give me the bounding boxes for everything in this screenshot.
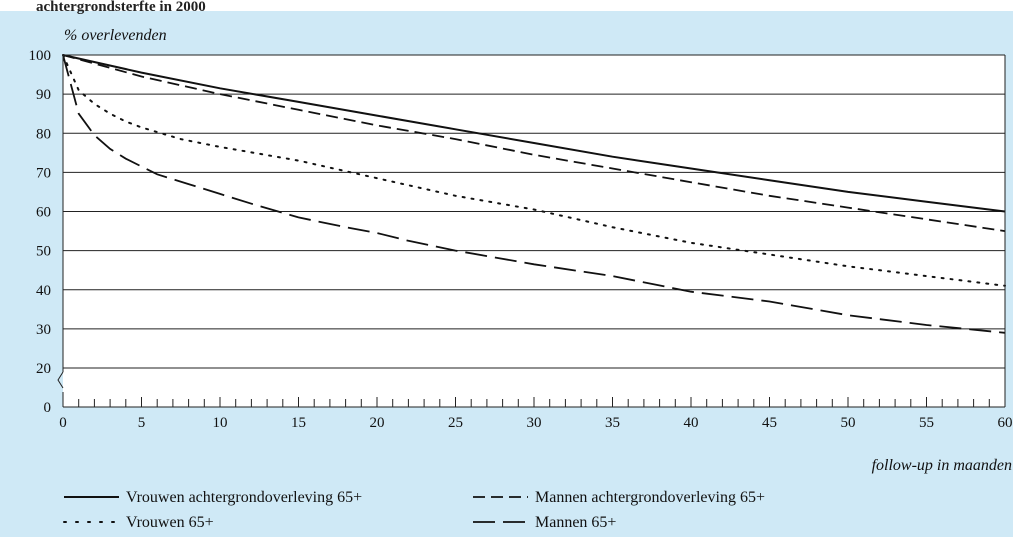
- y-tick-label: 90: [36, 87, 51, 103]
- x-tick-label: 10: [213, 415, 228, 431]
- series-line-3: [62, 54, 1006, 287]
- x-tick-label: 40: [684, 415, 699, 431]
- x-tick-label: 50: [841, 415, 856, 431]
- x-tick-label: 30: [527, 415, 542, 431]
- y-tick-label: 0: [44, 400, 52, 416]
- y-tick-label: 20: [36, 361, 51, 377]
- y-tick-label: 30: [36, 322, 51, 338]
- legend-label: Mannen 65+: [535, 514, 616, 531]
- series-line-4: [62, 54, 1006, 334]
- y-tick-label: 60: [36, 205, 51, 221]
- y-tick-label: 100: [29, 48, 52, 64]
- x-tick-label: 45: [762, 415, 777, 431]
- y-tick-label: 40: [36, 283, 51, 299]
- y-tick-label: 70: [36, 165, 51, 181]
- legend-label: Mannen achtergrondoverleving 65+: [535, 489, 765, 506]
- x-tick-label: 55: [919, 415, 934, 431]
- x-tick-label: 0: [59, 415, 67, 431]
- y-tick-label: 50: [36, 244, 51, 260]
- x-tick-label: 20: [370, 415, 385, 431]
- x-tick-label: 35: [605, 415, 620, 431]
- series-line-1: [62, 54, 1006, 213]
- plot-area: [63, 55, 1005, 407]
- figure-title: achtergrondsterfte in 2000: [36, 0, 206, 15]
- y-axis-break-mark: [57, 371, 64, 389]
- legend-label: Vrouwen 65+: [126, 514, 214, 531]
- y-axis-label: % overlevenden: [64, 27, 167, 44]
- x-tick-label: 25: [448, 415, 463, 431]
- series-line-2: [62, 54, 1006, 232]
- x-tick-label: 60: [998, 415, 1013, 431]
- x-tick-label: 5: [138, 415, 146, 431]
- x-tick-label: 15: [291, 415, 306, 431]
- legend-label: Vrouwen achtergrondoverleving 65+: [126, 489, 362, 506]
- x-axis-label: follow-up in maanden: [872, 457, 1012, 474]
- y-tick-label: 80: [36, 126, 51, 142]
